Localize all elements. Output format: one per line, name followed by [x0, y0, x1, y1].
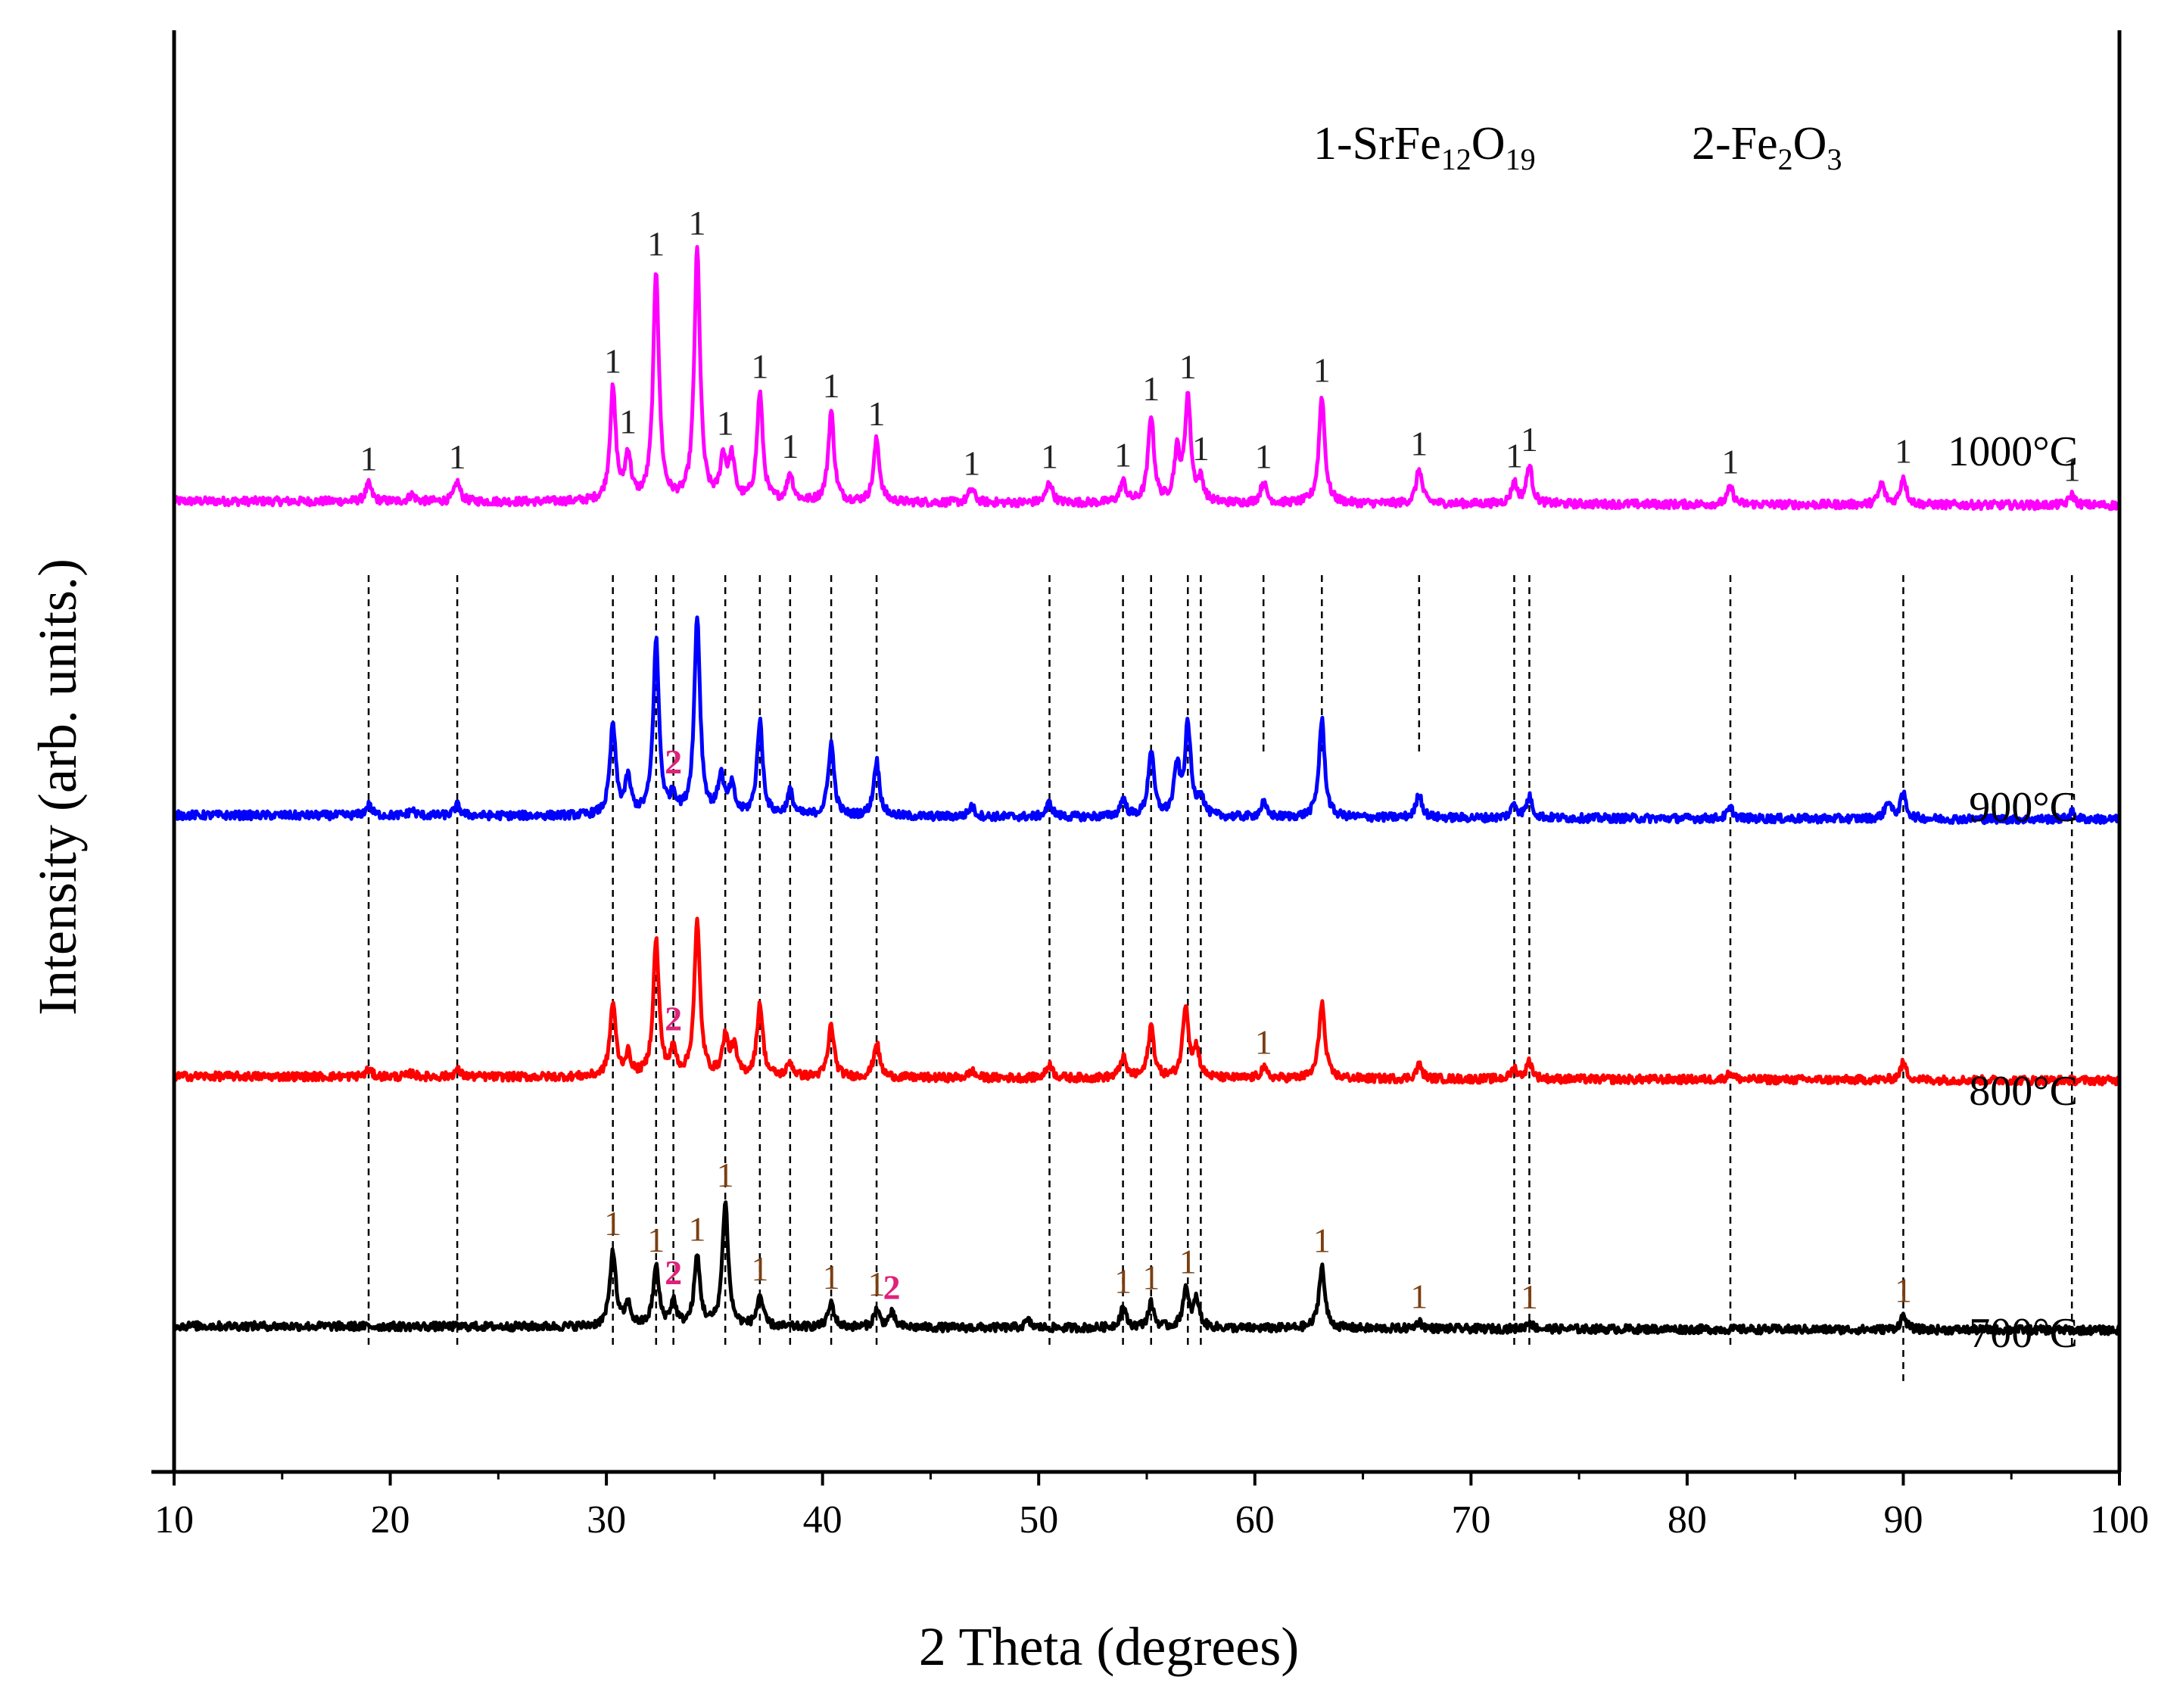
peak-label-1-1000c: 1: [619, 403, 637, 441]
peak-label-1-1000c: 1: [963, 444, 980, 483]
peak-label-1-700c: 1: [604, 1204, 621, 1243]
x-tick-label: 20: [371, 1498, 410, 1542]
peak-label-1-1000c: 1: [1114, 436, 1132, 474]
x-tick-label: 50: [1019, 1498, 1058, 1542]
peak-label-1-1000c: 1: [717, 404, 734, 443]
peak-label-1-1000c: 1: [1506, 437, 1523, 475]
x-tick-label: 90: [1883, 1498, 1923, 1542]
legend-entry-1: 1-SrFe12O19: [1313, 118, 1536, 176]
peak-label-1-1000c: 1: [2063, 450, 2081, 489]
peak-label-1-700c: 1: [647, 1221, 665, 1259]
peak-label-2-800c: 2: [665, 999, 682, 1038]
peak-label-2-900c: 2: [665, 742, 682, 781]
x-tick-label: 80: [1668, 1498, 1707, 1542]
peak-label-1-1000c: 1: [1521, 420, 1538, 459]
peak-label-1-700c: 1: [1142, 1258, 1160, 1297]
x-ticks: 10 20 30 40 50 60 70 80 90 100: [154, 1472, 2149, 1542]
peak-label-1-1000c: 1: [449, 437, 466, 476]
peak-label-1-1000c: 1: [823, 366, 840, 405]
y-axis-title: Intensity (arb. units.): [27, 558, 88, 1016]
peak-label-1-700c: 1: [1313, 1221, 1331, 1260]
x-tick-label: 100: [2090, 1498, 2149, 1542]
peak-label-1-1000c: 1: [868, 394, 886, 433]
x-tick-label: 30: [587, 1498, 626, 1542]
peak-label-1-700c: 1: [717, 1156, 734, 1194]
peak-label-1-700c: 1: [751, 1249, 768, 1288]
x-tick-label: 70: [1451, 1498, 1490, 1542]
peak-label-1-1000c: 1: [647, 224, 665, 263]
temperature-labels: 1000°C 900°C 800°C 700°C: [1948, 428, 2078, 1357]
peak-label-1-1000c: 1: [1722, 443, 1739, 481]
peak-label-1-700c: 1: [868, 1265, 886, 1303]
axes: [151, 30, 2122, 1474]
peak-label-1-1000c: 1: [1142, 369, 1160, 408]
peak-label-1-1000c: 1: [1179, 347, 1197, 386]
temperature-label-1000c: 1000°C: [1948, 428, 2078, 475]
peak-label-1-700c: 1: [1114, 1262, 1132, 1300]
temperature-label-900c: 900°C: [1969, 784, 2078, 831]
peak-label-1-1000c: 1: [751, 347, 768, 386]
peak-label-1-800c: 1: [1255, 1023, 1272, 1062]
temperature-label-700c: 700°C: [1969, 1310, 2078, 1357]
peak-label-1-1000c: 1: [1041, 437, 1058, 475]
peak-label-1-1000c: 1: [781, 427, 799, 465]
peak-label-1-1000c: 1: [1255, 437, 1272, 475]
peak-label-2-700c: 2: [883, 1268, 901, 1306]
peak-label-1-700c: 1: [1179, 1243, 1197, 1281]
peak-label-1-1000c: 1: [360, 439, 378, 478]
temperature-label-800c: 800°C: [1969, 1068, 2078, 1115]
x-axis-title: 2 Theta (degrees): [919, 1616, 1299, 1677]
peak-label-1-1000c: 1: [689, 204, 706, 242]
peak-label-1-700c: 1: [1410, 1277, 1428, 1315]
peak-label-1-1000c: 1: [1895, 432, 1912, 471]
x-tick-label: 10: [154, 1498, 194, 1542]
reference-lines: [367, 575, 2073, 1385]
peak-label-1-700c: 1: [689, 1210, 706, 1249]
peak-label-1-1000c: 1: [1313, 350, 1331, 389]
legend-entry-2: 2-Fe2O3: [1692, 118, 1842, 176]
peak-label-1-1000c: 1: [1410, 424, 1428, 462]
series-line-800c: [172, 916, 2122, 1087]
peak-label-1-700c: 1: [823, 1258, 840, 1296]
peak-label-1-1000c: 1: [604, 342, 621, 381]
series-line-900c: [173, 615, 2122, 826]
legend: 1-SrFe12O19 2-Fe2O3: [1313, 118, 1842, 176]
series-line-700c: [172, 1200, 2122, 1336]
series-group: [172, 244, 2122, 1336]
series-line-1000c: [172, 244, 2122, 512]
peak-label-1-1000c: 1: [1192, 429, 1210, 468]
x-tick-label: 60: [1235, 1498, 1275, 1542]
peak-label-1-700c: 1: [1521, 1277, 1538, 1316]
x-tick-label: 40: [803, 1498, 842, 1542]
peak-label-1-700c: 1: [1895, 1271, 1912, 1310]
peak-label-2-700c: 2: [665, 1253, 682, 1292]
